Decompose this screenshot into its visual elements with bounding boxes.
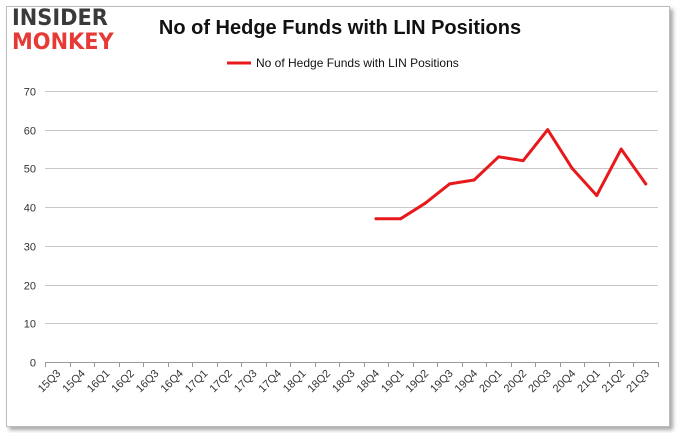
x-tick-label: 19Q4	[453, 368, 481, 396]
axes	[45, 362, 659, 367]
x-tick-label: 19Q1	[379, 368, 407, 396]
data-point	[644, 182, 648, 186]
y-tick-label: 40	[24, 203, 36, 215]
y-tick-label: 50	[24, 164, 36, 176]
x-tick-label: 18Q1	[281, 368, 309, 396]
series-line	[374, 128, 648, 221]
data-point	[399, 217, 403, 221]
logo-line-2: MONKEY	[12, 30, 114, 55]
x-tick-label: 16Q1	[85, 368, 113, 396]
legend-label: No of Hedge Funds with LIN Positions	[256, 56, 459, 70]
x-tick-label: 17Q3	[232, 368, 260, 396]
x-tick-label: 18Q2	[306, 368, 334, 396]
x-tick-label: 19Q3	[428, 368, 456, 396]
data-point	[570, 166, 574, 170]
x-tick-label: 16Q3	[134, 368, 162, 396]
chart-title: No of Hedge Funds with LIN Positions	[158, 17, 522, 39]
data-point	[595, 194, 599, 198]
x-tick-label: 20Q2	[502, 368, 530, 396]
x-tick-label: 16Q2	[109, 368, 137, 396]
x-tick-label: 20Q4	[551, 368, 579, 396]
x-tick-label: 17Q2	[207, 368, 235, 396]
chart-frame	[6, 6, 670, 427]
y-tick-label: 20	[24, 281, 36, 293]
x-tick-label: 17Q1	[183, 368, 211, 396]
x-tick-label: 18Q3	[330, 368, 358, 396]
data-point	[374, 217, 378, 221]
data-point	[423, 201, 427, 205]
x-tick-label: 16Q4	[158, 368, 186, 396]
x-tick-label: 21Q2	[600, 368, 628, 396]
y-tick-label: 10	[24, 319, 36, 331]
logo-line-1: INSIDER	[12, 6, 108, 31]
data-point	[546, 128, 550, 132]
x-tick-label: 18Q4	[355, 368, 383, 396]
data-point	[521, 159, 525, 163]
data-point	[619, 147, 623, 151]
x-tick-label: 19Q2	[404, 368, 432, 396]
insider-monkey-logo: INSIDER MONKEY	[12, 8, 128, 56]
x-axis-tick-labels: 15Q315Q416Q116Q216Q316Q417Q117Q217Q317Q4…	[36, 368, 652, 396]
x-tick-label: 15Q4	[60, 368, 88, 396]
data-point	[448, 182, 452, 186]
x-tick-label: 21Q1	[575, 368, 603, 396]
data-point	[497, 155, 501, 159]
y-tick-label: 0	[30, 358, 36, 370]
y-axis-tick-labels: 0 10 20 30 40 50 60 70	[24, 87, 36, 370]
x-tick-label: 20Q1	[477, 368, 505, 396]
y-tick-label: 30	[24, 242, 36, 254]
x-tick-label: 21Q3	[624, 368, 652, 396]
legend: No of Hedge Funds with LIN Positions	[227, 56, 459, 70]
y-tick-label: 60	[24, 126, 36, 138]
y-tick-label: 70	[24, 87, 36, 99]
x-tick-label: 15Q3	[36, 368, 64, 396]
gridlines	[45, 91, 658, 324]
series	[374, 128, 648, 221]
x-tick-label: 17Q4	[257, 368, 285, 396]
data-point	[472, 178, 476, 182]
x-tick-label: 20Q3	[526, 368, 554, 396]
